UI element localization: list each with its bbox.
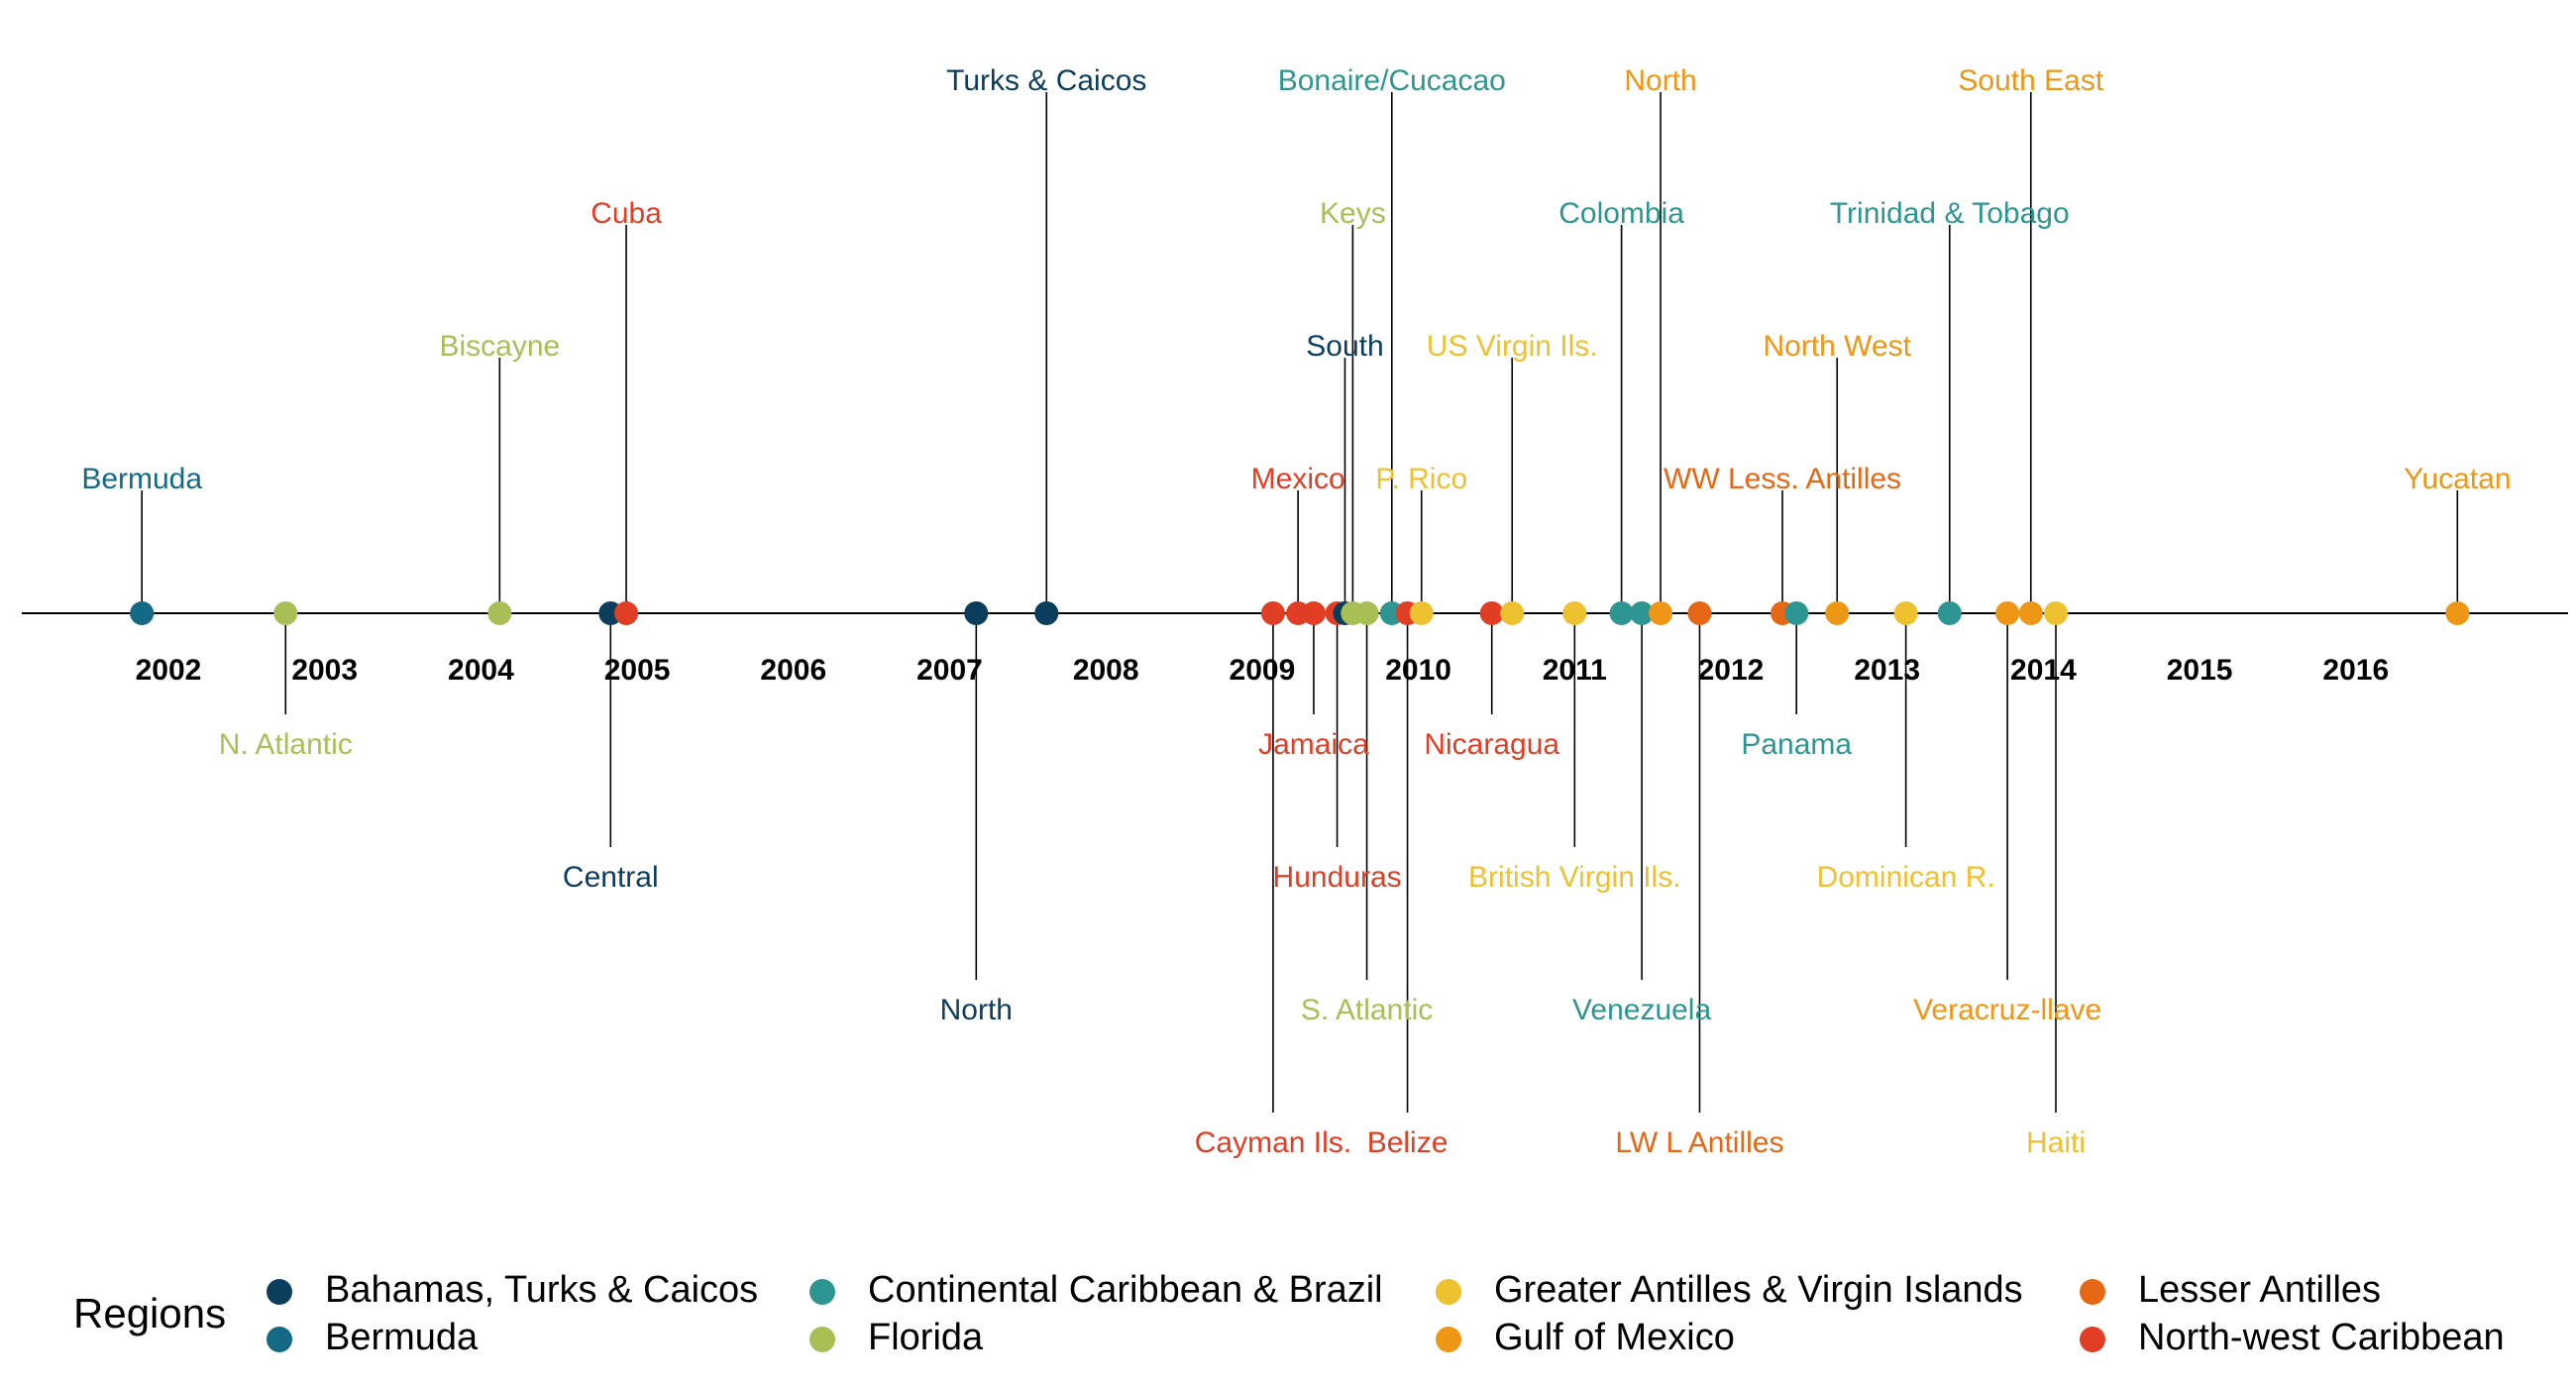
legend-swatch — [1436, 1327, 1461, 1352]
event-label: Colombia — [1558, 197, 1684, 230]
event-point — [1301, 601, 1326, 625]
event-label: North — [1624, 64, 1696, 97]
event-stems — [141, 92, 2459, 1113]
event-label: Hunduras — [1273, 861, 1402, 894]
year-tick-label: 2016 — [2322, 654, 2389, 687]
event-label: Bermuda — [81, 463, 202, 495]
event-point — [2044, 601, 2069, 625]
legend-entry-label: Continental Caribbean & Brazil — [868, 1269, 1383, 1311]
event-point — [1562, 601, 1587, 625]
event-point — [1034, 601, 1059, 625]
event-label: Veracruz-llave — [1913, 994, 2101, 1026]
event-point — [1409, 601, 1434, 625]
event-point — [1649, 601, 1673, 625]
event-point — [130, 601, 155, 625]
year-tick-label: 2005 — [604, 654, 671, 687]
event-point — [273, 601, 298, 625]
event-point — [1500, 601, 1525, 625]
year-labels: 2002 2003 2004 2005 2006 2007 2008 2009 2010 2011… — [136, 654, 2390, 687]
event-point — [1260, 601, 1285, 625]
legend-entry-label: North-west Caribbean — [2138, 1317, 2505, 1358]
legend-swatch — [267, 1327, 292, 1352]
legend-entry-label: Greater Antilles & Virgin Islands — [1494, 1269, 2023, 1311]
event-label: LW L Antilles — [1615, 1126, 1783, 1159]
year-tick-label: 2003 — [291, 654, 358, 687]
event-point — [964, 601, 989, 625]
legend: Regions Bahamas, Turks & Caicos Bermuda Con… — [73, 1269, 2505, 1358]
legend-swatch — [267, 1279, 292, 1305]
event-point — [1630, 601, 1655, 625]
year-tick-label: 2013 — [1854, 654, 1920, 687]
year-tick-label: 2015 — [2167, 654, 2233, 687]
event-label: Venezuela — [1572, 994, 1711, 1026]
legend-swatch — [809, 1279, 835, 1305]
legend-swatch — [2080, 1279, 2105, 1305]
event-label: S. Atlantic — [1301, 994, 1433, 1026]
year-tick-label: 2010 — [1385, 654, 1451, 687]
event-label: Keys — [1320, 197, 1386, 230]
event-point — [1995, 601, 2020, 625]
event-label: North West — [1763, 330, 1911, 363]
event-label: P. Rico — [1375, 463, 1467, 495]
event-label: North — [940, 994, 1013, 1026]
year-tick-label: 2009 — [1230, 654, 1296, 687]
event-label: British Virgin Ils. — [1468, 861, 1681, 894]
legend-swatch — [1436, 1279, 1461, 1305]
event-point — [614, 601, 639, 625]
event-label: Biscayne — [439, 330, 560, 363]
year-tick-label: 2008 — [1073, 654, 1139, 687]
event-label: Panama — [1741, 728, 1852, 761]
event-point — [1784, 601, 1809, 625]
event-point — [2018, 601, 2043, 625]
legend-swatch — [809, 1327, 835, 1352]
event-label: N. Atlantic — [219, 728, 353, 761]
event-point — [1825, 601, 1850, 625]
event-label: Belize — [1367, 1126, 1449, 1159]
year-tick-label: 2012 — [1698, 654, 1765, 687]
event-point — [2445, 601, 2470, 625]
event-label: Yucatan — [2404, 463, 2511, 495]
year-tick-label: 2007 — [916, 654, 983, 687]
event-labels: Bermuda N. Atlantic Biscayne Central Cuba Nor… — [81, 64, 2511, 1159]
year-tick-label: 2011 — [1543, 654, 1607, 687]
event-label: South — [1306, 330, 1383, 363]
event-label: Nicaragua — [1424, 728, 1559, 761]
event-label: US Virgin Ils. — [1427, 330, 1598, 363]
event-label: Cayman Ils. — [1195, 1126, 1351, 1159]
legend-entry-label: Bahamas, Turks & Caicos — [325, 1269, 758, 1311]
year-tick-label: 2002 — [136, 654, 202, 687]
event-points — [130, 601, 2470, 625]
legend-swatch — [2080, 1327, 2105, 1352]
event-label: WW Less. Antilles — [1664, 463, 1901, 495]
legend-entry-label: Bermuda — [325, 1317, 479, 1358]
event-label: Haiti — [2026, 1126, 2086, 1159]
event-label: Central — [563, 861, 659, 894]
event-point — [1354, 601, 1379, 625]
event-label: Cuba — [590, 197, 662, 230]
legend-entry-label: Florida — [868, 1317, 984, 1358]
event-label: Turks & Caicos — [946, 64, 1146, 97]
event-label: South East — [1958, 64, 2103, 97]
event-point — [1687, 601, 1712, 625]
event-point — [1893, 601, 1918, 625]
year-tick-label: 2014 — [2010, 654, 2077, 687]
event-label: Bonaire/Cucacao — [1278, 64, 1506, 97]
event-point — [1479, 601, 1504, 625]
year-tick-label: 2004 — [448, 654, 514, 687]
event-point — [1609, 601, 1634, 625]
event-label: Dominican R. — [1817, 861, 1995, 894]
legend-entry-label: Gulf of Mexico — [1494, 1317, 1735, 1358]
event-label: Jamaica — [1258, 728, 1369, 761]
event-label: Mexico — [1251, 463, 1345, 495]
event-point — [487, 601, 512, 625]
event-point — [1937, 601, 1962, 625]
legend-entry-label: Lesser Antilles — [2138, 1269, 2381, 1311]
year-tick-label: 2006 — [760, 654, 826, 687]
legend-title: Regions — [73, 1290, 226, 1336]
event-label: Trinidad & Tobago — [1830, 197, 2070, 230]
